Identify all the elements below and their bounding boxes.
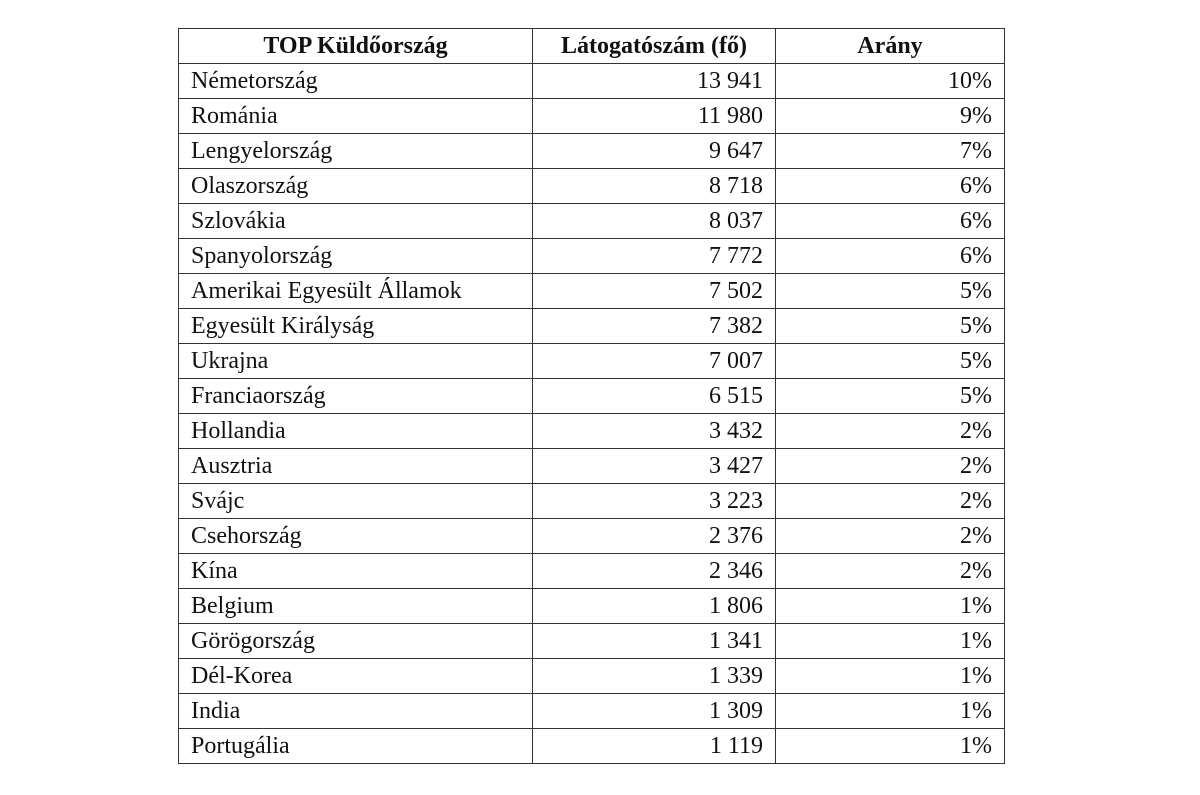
country-cell: Svájc: [178, 483, 533, 519]
table-row: India 1 309 1%: [178, 693, 1005, 729]
country-cell: Görögország: [178, 623, 533, 659]
visitors-cell: 1 119: [532, 728, 776, 764]
country-cell: Olaszország: [178, 168, 533, 204]
share-cell: 1%: [775, 658, 1005, 694]
share-cell: 2%: [775, 448, 1005, 484]
visitor-table: TOP Küldőország Látogatószám (fő) Arány Né…: [178, 28, 1005, 764]
header-row: TOP Küldőország Látogatószám (fő) Arány: [178, 28, 1005, 64]
table-row: Románia 11 980 9%: [178, 98, 1005, 134]
table-row: Portugália 1 119 1%: [178, 728, 1005, 764]
table-row: Csehország 2 376 2%: [178, 518, 1005, 554]
table-row: Németország 13 941 10%: [178, 63, 1005, 99]
visitors-cell: 2 346: [532, 553, 776, 589]
table-row: Spanyolország 7 772 6%: [178, 238, 1005, 274]
table-row: Svájc 3 223 2%: [178, 483, 1005, 519]
country-cell: Hollandia: [178, 413, 533, 449]
visitors-cell: 3 427: [532, 448, 776, 484]
visitors-cell: 1 341: [532, 623, 776, 659]
header-cell: Arány: [775, 28, 1005, 64]
country-cell: Csehország: [178, 518, 533, 554]
header-cell: Látogatószám (fő): [532, 28, 776, 64]
country-cell: India: [178, 693, 533, 729]
table-row: Egyesült Királyság 7 382 5%: [178, 308, 1005, 344]
country-cell: Szlovákia: [178, 203, 533, 239]
country-cell: Románia: [178, 98, 533, 134]
table-row: Görögország 1 341 1%: [178, 623, 1005, 659]
table-row: Ausztria 3 427 2%: [178, 448, 1005, 484]
share-cell: 1%: [775, 693, 1005, 729]
table-row: Hollandia 3 432 2%: [178, 413, 1005, 449]
visitors-cell: 11 980: [532, 98, 776, 134]
visitors-cell: 3 223: [532, 483, 776, 519]
country-cell: Dél-Korea: [178, 658, 533, 694]
share-cell: 2%: [775, 413, 1005, 449]
table-header: TOP Küldőország Látogatószám (fő) Arány: [178, 28, 1005, 64]
table-row: Olaszország 8 718 6%: [178, 168, 1005, 204]
table-row: Belgium 1 806 1%: [178, 588, 1005, 624]
share-cell: 7%: [775, 133, 1005, 169]
country-cell: Portugália: [178, 728, 533, 764]
share-cell: 6%: [775, 203, 1005, 239]
share-cell: 5%: [775, 343, 1005, 379]
visitors-cell: 6 515: [532, 378, 776, 414]
visitors-cell: 7 502: [532, 273, 776, 309]
visitors-cell: 3 432: [532, 413, 776, 449]
visitors-cell: 1 309: [532, 693, 776, 729]
table-row: Kína 2 346 2%: [178, 553, 1005, 589]
visitors-cell: 8 037: [532, 203, 776, 239]
share-cell: 6%: [775, 238, 1005, 274]
country-cell: Kína: [178, 553, 533, 589]
table-body: Németország 13 941 10% Románia 11 980 9% Lengy…: [178, 63, 1005, 764]
share-cell: 2%: [775, 553, 1005, 589]
table-row: Ukrajna 7 007 5%: [178, 343, 1005, 379]
country-cell: Egyesült Királyság: [178, 308, 533, 344]
country-cell: Franciaország: [178, 378, 533, 414]
visitors-cell: 9 647: [532, 133, 776, 169]
visitors-cell: 8 718: [532, 168, 776, 204]
share-cell: 1%: [775, 728, 1005, 764]
visitors-cell: 2 376: [532, 518, 776, 554]
share-cell: 5%: [775, 308, 1005, 344]
country-cell: Ukrajna: [178, 343, 533, 379]
visitors-cell: 7 772: [532, 238, 776, 274]
share-cell: 6%: [775, 168, 1005, 204]
country-cell: Spanyolország: [178, 238, 533, 274]
visitors-cell: 7 007: [532, 343, 776, 379]
country-cell: Németország: [178, 63, 533, 99]
share-cell: 2%: [775, 483, 1005, 519]
table-row: Amerikai Egyesült Államok 7 502 5%: [178, 273, 1005, 309]
table-row: Dél-Korea 1 339 1%: [178, 658, 1005, 694]
country-cell: Belgium: [178, 588, 533, 624]
share-cell: 9%: [775, 98, 1005, 134]
country-cell: Ausztria: [178, 448, 533, 484]
header-cell: TOP Küldőország: [178, 28, 533, 64]
share-cell: 5%: [775, 273, 1005, 309]
country-cell: Amerikai Egyesült Államok: [178, 273, 533, 309]
share-cell: 1%: [775, 588, 1005, 624]
table-row: Lengyelország 9 647 7%: [178, 133, 1005, 169]
share-cell: 2%: [775, 518, 1005, 554]
table-row: Szlovákia 8 037 6%: [178, 203, 1005, 239]
visitors-cell: 7 382: [532, 308, 776, 344]
share-cell: 5%: [775, 378, 1005, 414]
visitors-cell: 13 941: [532, 63, 776, 99]
visitors-cell: 1 339: [532, 658, 776, 694]
visitors-cell: 1 806: [532, 588, 776, 624]
share-cell: 1%: [775, 623, 1005, 659]
table-row: Franciaország 6 515 5%: [178, 378, 1005, 414]
country-cell: Lengyelország: [178, 133, 533, 169]
share-cell: 10%: [775, 63, 1005, 99]
